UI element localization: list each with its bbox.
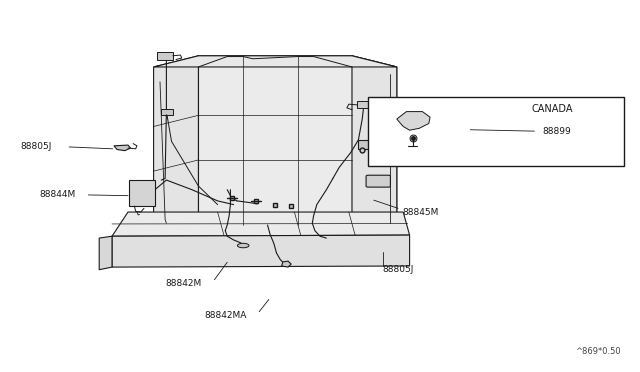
Polygon shape [198,56,352,225]
Polygon shape [154,56,397,67]
Text: 88805J: 88805J [383,265,414,274]
Bar [357,101,371,108]
Bar [358,140,376,149]
Polygon shape [114,145,131,151]
Polygon shape [282,261,291,267]
Polygon shape [112,212,410,236]
Polygon shape [154,56,397,227]
FancyBboxPatch shape [366,175,390,187]
Text: 88899: 88899 [542,126,571,136]
Polygon shape [99,236,112,270]
Text: ^869*0.50: ^869*0.50 [575,347,621,356]
Polygon shape [112,235,410,267]
Text: 88842MA: 88842MA [205,311,247,320]
Polygon shape [397,112,430,130]
Text: 88842M: 88842M [165,279,202,288]
Bar [157,52,173,60]
Polygon shape [352,56,397,225]
Bar [129,180,155,206]
Bar [161,109,173,115]
Ellipse shape [237,243,249,248]
Bar [368,97,624,166]
Text: 88805J: 88805J [20,142,52,151]
Text: 88845M: 88845M [402,208,438,217]
Text: CANADA: CANADA [532,104,573,114]
Polygon shape [154,56,198,227]
Text: 88844M: 88844M [40,190,76,199]
